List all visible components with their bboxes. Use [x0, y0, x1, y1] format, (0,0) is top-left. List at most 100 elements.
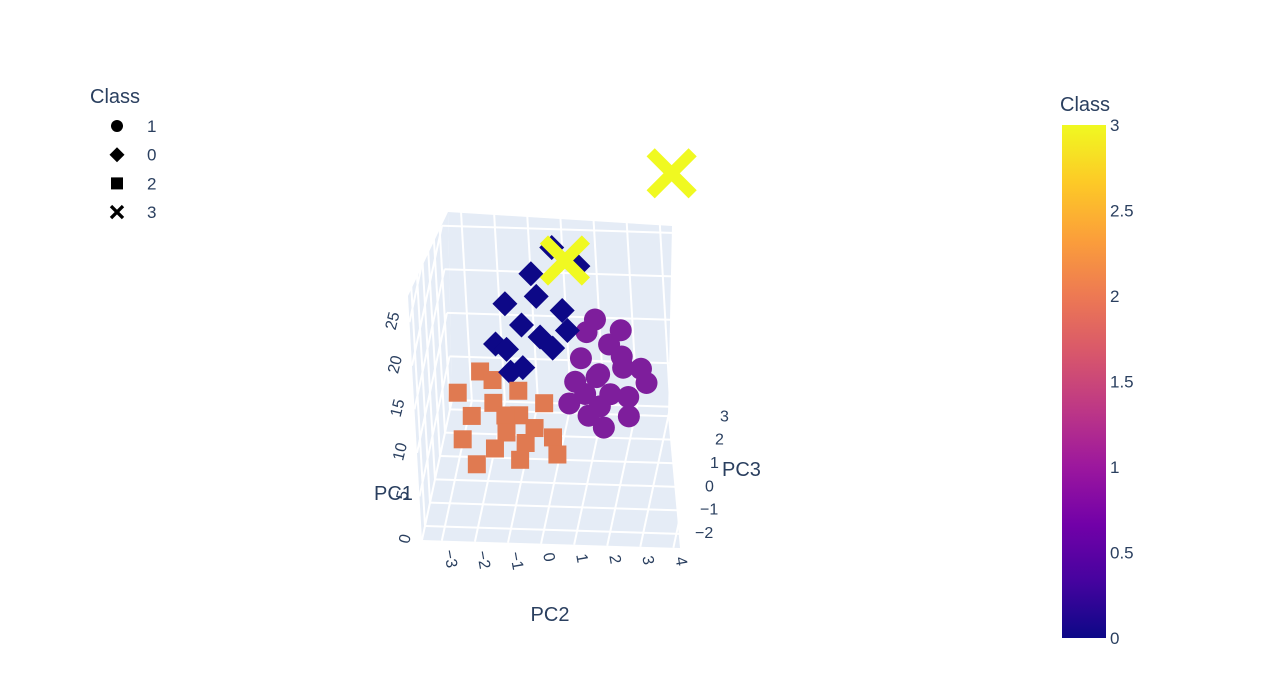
legend[interactable]: Class 1 0 2 3 [90, 86, 156, 222]
y-tick-label: 3 [720, 408, 729, 425]
data-point-class-1 [558, 392, 581, 415]
data-point-class-0 [494, 336, 520, 362]
x-tick-label: 0 [539, 551, 557, 563]
legend-symbol [109, 204, 125, 220]
legend-item-label: 1 [147, 117, 156, 136]
data-point-class-2 [496, 406, 515, 425]
data-point-class-0 [549, 298, 575, 324]
colorbar-title: Class [1060, 94, 1110, 116]
data-point-class-2 [467, 455, 486, 474]
legend-item-label: 0 [147, 146, 156, 165]
data-point-class-2 [485, 439, 504, 458]
legend-symbol [111, 177, 123, 190]
legend-item-label: 2 [147, 174, 156, 193]
y-tick-label: 1 [710, 455, 719, 472]
z-tick-label: 25 [383, 310, 404, 331]
x-tick-label: 1 [572, 552, 590, 564]
data-point-class-1 [612, 356, 635, 379]
colorbar-tick-label: 2.5 [1110, 202, 1134, 221]
colorbar-tick-label: 0.5 [1110, 544, 1134, 563]
grid-line-floor-y [429, 501, 689, 512]
x-tick-label: 2 [605, 553, 623, 565]
grid-line-back-z [446, 311, 706, 322]
grid-line-back-x [489, 157, 506, 402]
grid-line-floor-x [540, 403, 573, 544]
data-point-class-0 [518, 261, 544, 287]
grid-line-left-z [413, 269, 446, 410]
x-tick-label: −3 [440, 548, 460, 569]
grid-line-left-z [408, 181, 441, 323]
z-tick-label: 0 [396, 532, 415, 545]
x-tick-label: −1 [506, 550, 526, 571]
grid-line-floor-x [672, 407, 705, 549]
y-tick-label: 2 [715, 432, 724, 449]
z-tick-label: 5 [394, 489, 413, 502]
data-point-class-0 [554, 318, 580, 344]
grid-line-back-x [655, 162, 672, 407]
grid-line-left-z [416, 312, 448, 454]
y-tick-label: −2 [695, 525, 713, 542]
x-tick-label: −2 [473, 549, 493, 570]
z-tick-label: 20 [385, 354, 406, 375]
colorbar-tick-label: 1 [1110, 458, 1119, 477]
data-point-class-2 [510, 406, 529, 425]
data-point-class-2 [462, 406, 481, 425]
legend-title: Class [90, 86, 140, 108]
data-point-class-1 [574, 382, 597, 405]
data-point-class-0 [498, 359, 524, 385]
data-point-class-1 [617, 386, 640, 409]
colorbar-tick-label: 0 [1110, 629, 1119, 648]
legend-symbol [111, 120, 123, 132]
grid-line-floor-x [639, 406, 672, 547]
colorbar-tick-label: 2 [1110, 287, 1119, 306]
z-axis-title: PC1 [374, 483, 413, 505]
legend-item-0[interactable]: 0 [109, 146, 157, 165]
data-point-class-3 [646, 148, 697, 199]
legend-item-1[interactable]: 1 [111, 117, 156, 136]
legend-item-3[interactable]: 3 [109, 203, 156, 222]
data-point-class-2 [543, 428, 562, 447]
data-point-class-1 [617, 405, 640, 428]
grid-line-left-z [411, 225, 443, 366]
x-tick-label: 3 [638, 555, 656, 567]
data-point-class-2 [548, 445, 567, 464]
colorbar: Class 3 2.5 2 1.5 1 0.5 0 [1060, 94, 1134, 648]
colorbar-tick-label: 3 [1110, 116, 1119, 135]
data-point-class-1 [635, 371, 658, 394]
y-tick-label: −1 [700, 502, 718, 519]
y-tick-label: 0 [705, 478, 714, 495]
data-point-class-2 [511, 450, 530, 469]
data-point-class-3 [539, 235, 591, 286]
legend-item-2[interactable]: 2 [111, 174, 156, 193]
data-point-class-0 [523, 283, 549, 309]
data-point-class-1 [577, 404, 600, 427]
grid-line-left-z [421, 399, 453, 541]
data-point-class-1 [569, 347, 592, 370]
z-tick-label: 15 [388, 397, 409, 418]
grid-line-back-x [556, 159, 573, 404]
data-point-class-1 [575, 321, 598, 344]
colorbar-tick-label: 1.5 [1110, 373, 1134, 392]
grid-line-floor-x [606, 405, 639, 546]
grid-line-left-z [418, 356, 451, 497]
data-point-class-0 [540, 335, 566, 361]
colorbar-strip [1062, 125, 1106, 638]
data-point-class-2 [453, 430, 472, 449]
z-tick-label: 10 [390, 441, 411, 462]
legend-item-label: 3 [147, 203, 156, 222]
colorbar-ticks: 3 2.5 2 1.5 1 0.5 0 [1110, 116, 1134, 648]
data-markers [448, 148, 697, 474]
legend-items[interactable]: 1 0 2 3 [109, 117, 157, 222]
grid-line-floor-y [434, 478, 694, 489]
data-point-class-2 [525, 419, 544, 438]
data-point-class-2 [509, 381, 528, 400]
data-point-class-0 [509, 312, 534, 338]
data-point-class-2 [535, 394, 554, 413]
grid-line-back-z [441, 224, 701, 235]
data-point-class-2 [448, 383, 467, 402]
x-axis-title: PC2 [531, 604, 570, 626]
data-point-class-1 [592, 416, 615, 439]
